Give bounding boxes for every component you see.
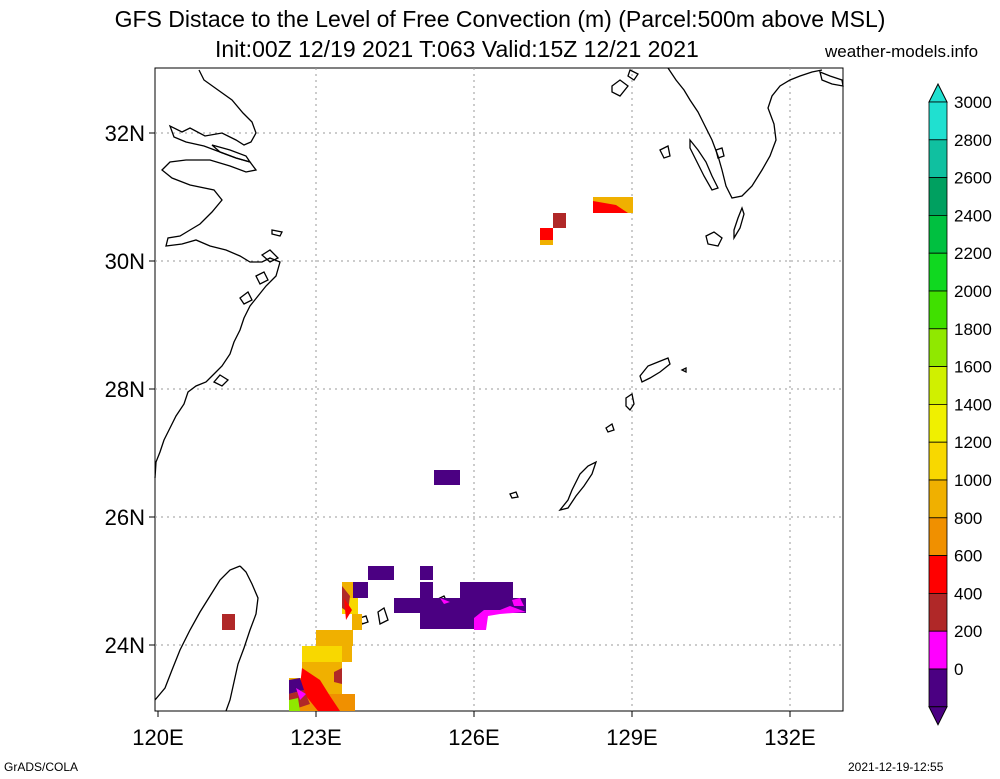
lfc-cell xyxy=(420,566,433,580)
colorbar-swatch xyxy=(928,517,948,556)
lat-axis-labels: 32N 30N 28N 26N 24N xyxy=(105,121,145,658)
colorbar-swatch xyxy=(928,630,948,670)
colorbar: 3000280026002400220020001800160014001200… xyxy=(928,82,992,726)
colorbar-swatch xyxy=(928,214,948,254)
lon-label: 132E xyxy=(764,725,815,750)
lat-label: 26N xyxy=(105,505,145,530)
lon-label: 120E xyxy=(132,725,183,750)
colorbar-label: 2200 xyxy=(954,244,992,263)
lfc-cell xyxy=(368,566,394,580)
lfc-cell xyxy=(302,646,342,662)
lfc-cell xyxy=(540,228,553,240)
lfc-cell xyxy=(316,630,353,646)
lfc-cell xyxy=(302,662,342,678)
lon-label: 129E xyxy=(606,725,657,750)
lfc-shading xyxy=(222,197,633,711)
colorbar-swatch xyxy=(928,177,948,216)
lon-axis-labels: 120E 123E 126E 129E 132E xyxy=(132,725,815,750)
colorbar-swatch xyxy=(928,403,948,443)
lfc-cell xyxy=(222,614,235,630)
colorbar-swatch xyxy=(928,252,948,292)
colorbar-bottom-arrow xyxy=(928,706,948,726)
axis-ticks xyxy=(149,132,791,717)
colorbar-label: 1200 xyxy=(954,433,992,452)
colorbar-swatch xyxy=(928,441,948,481)
lat-label: 30N xyxy=(105,249,145,274)
lon-label: 123E xyxy=(290,725,341,750)
coastlines xyxy=(154,67,844,712)
colorbar-label: 200 xyxy=(954,622,982,641)
lfc-cell xyxy=(296,688,306,700)
colorbar-label: 0 xyxy=(954,660,963,679)
colorbar-swatch xyxy=(928,479,948,519)
colorbar-swatch xyxy=(928,555,948,594)
colorbar-swatch xyxy=(928,290,948,330)
lfc-cell xyxy=(342,646,352,662)
colorbar-label: 600 xyxy=(954,547,982,566)
colorbar-label: 1800 xyxy=(954,320,992,339)
colorbar-label: 800 xyxy=(954,509,982,528)
colorbar-swatch xyxy=(928,328,948,367)
colorbar-label: 2000 xyxy=(954,282,992,301)
lfc-cell xyxy=(394,598,486,613)
colorbar-swatch xyxy=(928,139,948,179)
colorbar-label: 3000 xyxy=(954,93,992,112)
colorbar-label: 2400 xyxy=(954,206,992,225)
colorbar-label: 1600 xyxy=(954,358,992,377)
lfc-cell xyxy=(289,698,300,711)
colorbar-swatch xyxy=(928,593,948,632)
lfc-cell xyxy=(460,582,513,598)
lfc-cell xyxy=(593,201,628,213)
timestamp: 2021-12-19-12:55 xyxy=(848,760,944,774)
lfc-cell xyxy=(474,606,526,630)
map-subtitle: Init:00Z 12/19 2021 T:063 Valid:15Z 12/2… xyxy=(215,36,699,62)
site-credit: weather-models.info xyxy=(825,42,979,61)
colorbar-top-arrow xyxy=(928,82,948,103)
lfc-cell xyxy=(420,613,472,629)
colorbar-label: 1000 xyxy=(954,471,992,490)
lfc-cell xyxy=(352,582,368,598)
lfc-cell xyxy=(540,240,553,245)
lfc-cell xyxy=(420,582,433,598)
colorbar-swatch xyxy=(928,366,948,405)
software-credit: GrADS/COLA xyxy=(4,760,79,774)
lat-label: 24N xyxy=(105,633,145,658)
colorbar-label: 2800 xyxy=(954,131,992,150)
lfc-cell xyxy=(289,678,304,694)
lon-label: 126E xyxy=(448,725,499,750)
lfc-cell xyxy=(434,470,460,485)
lfc-cell xyxy=(334,668,342,684)
colorbar-label: 2600 xyxy=(954,169,992,188)
lfc-cell xyxy=(344,598,352,620)
map-title: GFS Distace to the Level of Free Convect… xyxy=(114,6,886,32)
lat-label: 32N xyxy=(105,121,145,146)
colorbar-label: 1400 xyxy=(954,395,992,414)
colorbar-label: 400 xyxy=(954,584,982,603)
lfc-cell xyxy=(553,213,566,228)
colorbar-swatch xyxy=(928,101,948,141)
lfc-cell xyxy=(300,668,340,711)
lat-label: 28N xyxy=(105,377,145,402)
lfc-cell xyxy=(512,598,524,606)
colorbar-swatch xyxy=(928,668,948,708)
lfc-cell xyxy=(342,582,353,598)
lfc-cell xyxy=(440,598,450,604)
lfc-cell xyxy=(352,614,362,630)
